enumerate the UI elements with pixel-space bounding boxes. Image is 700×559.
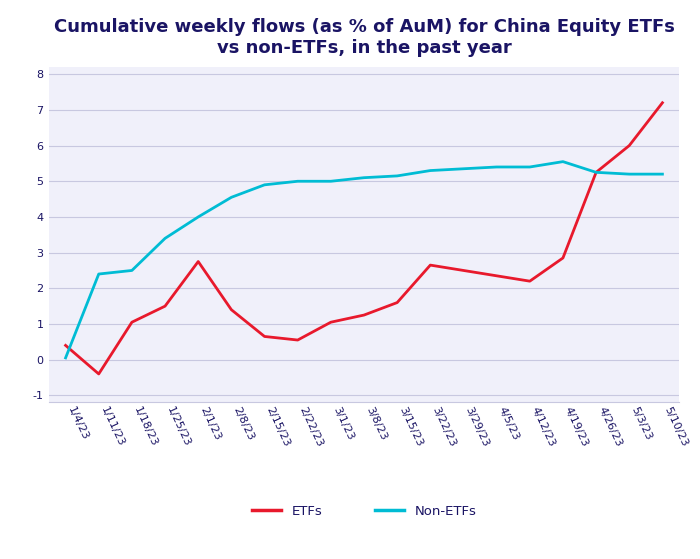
Non-ETFs — [459, 165, 468, 172]
ETFs — [194, 258, 202, 265]
Non-ETFs — [360, 174, 368, 181]
ETFs — [393, 299, 401, 306]
Line: ETFs: ETFs — [66, 103, 662, 374]
Non-ETFs — [492, 164, 500, 170]
Non-ETFs — [526, 164, 534, 170]
ETFs — [360, 312, 368, 319]
ETFs — [228, 306, 236, 313]
ETFs — [658, 100, 666, 106]
ETFs — [426, 262, 435, 268]
ETFs — [127, 319, 136, 325]
ETFs — [526, 278, 534, 285]
ETFs — [161, 303, 169, 310]
Non-ETFs — [559, 158, 567, 165]
ETFs — [293, 337, 302, 343]
Non-ETFs — [94, 271, 103, 277]
Legend: ETFs, Non-ETFs: ETFs, Non-ETFs — [246, 500, 482, 523]
ETFs — [94, 371, 103, 377]
ETFs — [459, 267, 468, 274]
ETFs — [625, 142, 634, 149]
Non-ETFs — [260, 182, 269, 188]
ETFs — [492, 272, 500, 279]
Non-ETFs — [127, 267, 136, 274]
ETFs — [559, 254, 567, 261]
Line: Non-ETFs: Non-ETFs — [66, 162, 662, 358]
ETFs — [327, 319, 335, 325]
Title: Cumulative weekly flows (as % of AuM) for China Equity ETFs
vs non-ETFs, in the : Cumulative weekly flows (as % of AuM) fo… — [54, 18, 674, 57]
Non-ETFs — [194, 214, 202, 220]
ETFs — [592, 169, 601, 176]
Non-ETFs — [327, 178, 335, 184]
Non-ETFs — [592, 169, 601, 176]
ETFs — [260, 333, 269, 340]
Non-ETFs — [293, 178, 302, 184]
ETFs — [62, 342, 70, 349]
Non-ETFs — [62, 354, 70, 361]
Non-ETFs — [161, 235, 169, 241]
Non-ETFs — [228, 194, 236, 201]
Non-ETFs — [426, 167, 435, 174]
Non-ETFs — [658, 170, 666, 177]
Non-ETFs — [393, 173, 401, 179]
Non-ETFs — [625, 170, 634, 177]
